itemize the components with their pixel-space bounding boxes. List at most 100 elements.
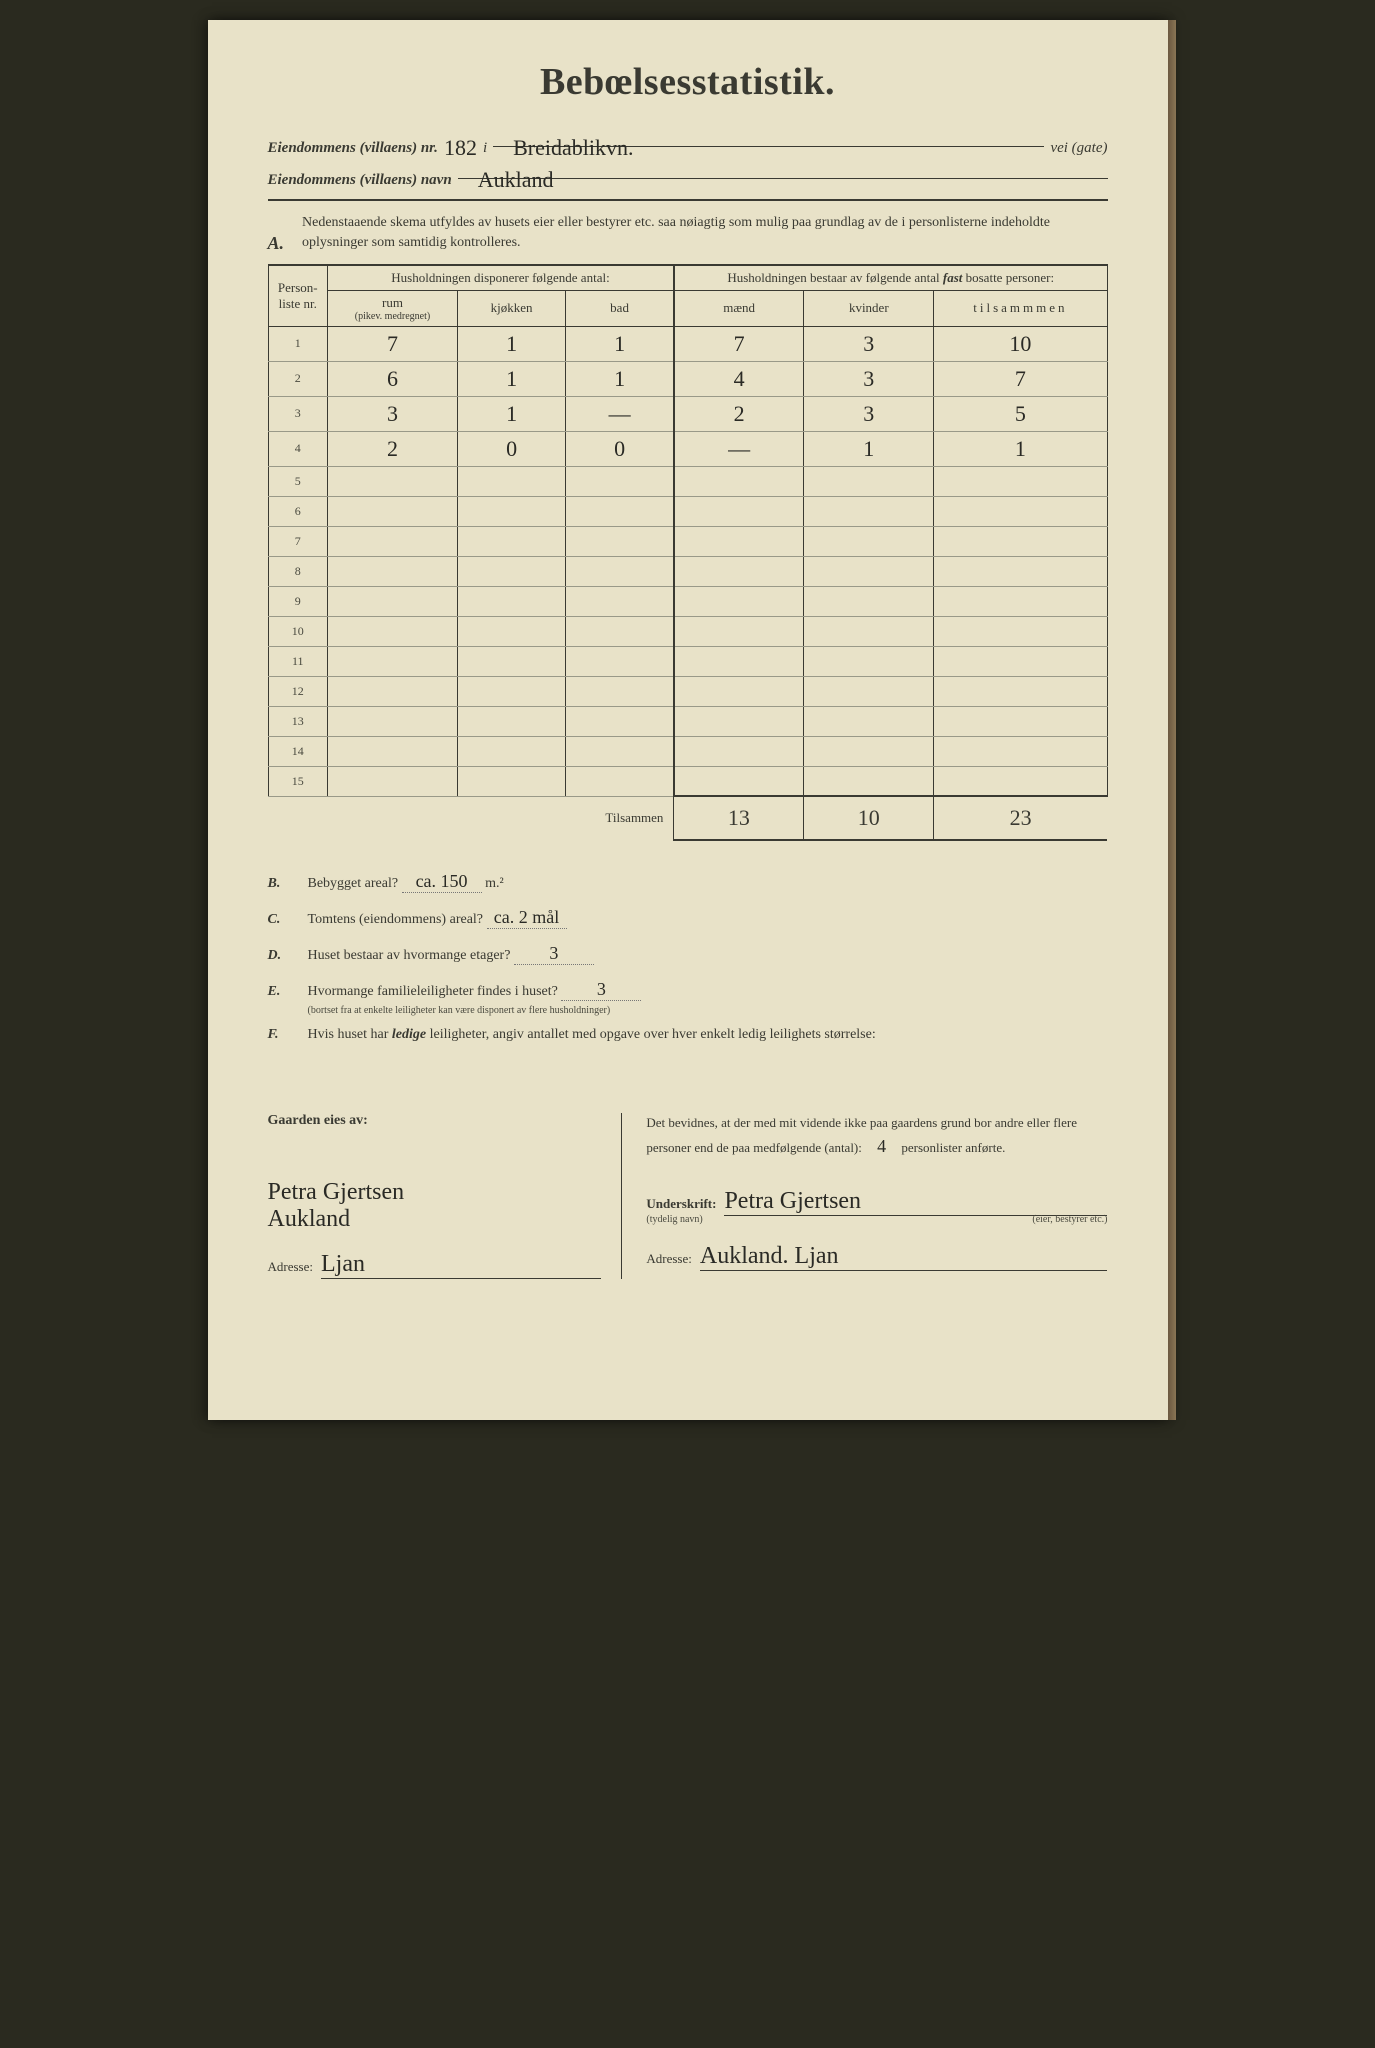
table-cell — [804, 676, 934, 706]
table-row: 331—235 — [268, 396, 1107, 431]
table-cell: — — [566, 396, 674, 431]
witness-antal: 4 — [865, 1136, 898, 1156]
table-cell — [674, 586, 804, 616]
question-d: D. Huset bestaar av hvormange etager? 3 — [268, 943, 1108, 965]
table-cell — [674, 766, 804, 796]
table-cell — [804, 466, 934, 496]
table-cell — [804, 526, 934, 556]
table-cell — [328, 556, 458, 586]
table-cell — [674, 646, 804, 676]
table-cell — [566, 556, 674, 586]
sum-kvinder: 10 — [804, 796, 934, 840]
divider-top — [268, 199, 1108, 201]
table-cell — [457, 646, 565, 676]
label-i: i — [483, 140, 487, 157]
table-cell — [328, 616, 458, 646]
table-cell — [674, 496, 804, 526]
table-cell: 6 — [328, 361, 458, 396]
table-cell — [328, 646, 458, 676]
table-cell: 0 — [566, 431, 674, 466]
document-page: Bebœlsesstatistik. Eiendommens (villaens… — [208, 20, 1168, 1420]
table-cell — [804, 646, 934, 676]
table-cell — [328, 466, 458, 496]
table-cell — [328, 676, 458, 706]
table-row: 5 — [268, 466, 1107, 496]
table-cell: 4 — [674, 361, 804, 396]
table-cell — [328, 706, 458, 736]
th-kvinder: kvinder — [804, 290, 934, 326]
table-cell: 4 — [268, 431, 328, 466]
table-cell — [804, 706, 934, 736]
table-row: 6 — [268, 496, 1107, 526]
table-cell — [804, 736, 934, 766]
right-addr-line: Adresse: Aukland. Ljan — [646, 1243, 1107, 1271]
table-cell: 2 — [328, 431, 458, 466]
table-cell — [934, 556, 1107, 586]
section-a-block: A. Nedenstaaende skema utfyldes av huset… — [268, 213, 1108, 254]
label-eiendom-nr: Eiendommens (villaens) nr. — [268, 140, 438, 157]
table-cell — [566, 496, 674, 526]
table-cell — [934, 496, 1107, 526]
th-tilsammen: tilsammmen — [934, 290, 1107, 326]
table-cell — [566, 706, 674, 736]
page-title: Bebœlsesstatistik. — [268, 60, 1108, 104]
table-row: 13 — [268, 706, 1107, 736]
question-f: F. Hvis huset har ledige leiligheter, an… — [268, 1027, 1108, 1043]
owner-sig-2: Aukland — [268, 1206, 602, 1233]
table-cell — [674, 676, 804, 706]
question-e-subnote: (bortset fra at enkelte leiligheter kan … — [308, 1005, 1108, 1017]
fill-name: Aukland — [458, 164, 1108, 179]
table-row: 4200—11 — [268, 431, 1107, 466]
label-vei-gate: vei (gate) — [1050, 140, 1107, 157]
table-cell: 2 — [674, 396, 804, 431]
table-cell — [457, 496, 565, 526]
table-cell: 12 — [268, 676, 328, 706]
th-personliste: Person-liste nr. — [268, 265, 328, 327]
table-cell — [804, 496, 934, 526]
th-rum: rum (pikev. medregnet) — [328, 290, 458, 326]
table-cell: 6 — [268, 496, 328, 526]
table-cell: 3 — [804, 326, 934, 361]
table-cell — [804, 556, 934, 586]
table-cell: 1 — [566, 326, 674, 361]
owner-addr-line: Adresse: Ljan — [268, 1251, 602, 1279]
bottom-left-col: Gaarden eies av: Petra Gjertsen Aukland … — [268, 1113, 622, 1279]
table-row: 15 — [268, 766, 1107, 796]
value-e: 3 — [561, 979, 641, 1001]
table-cell — [566, 616, 674, 646]
table-cell — [934, 646, 1107, 676]
table-cell — [934, 766, 1107, 796]
table-cell: 11 — [268, 646, 328, 676]
table-cell — [804, 766, 934, 796]
table-cell — [804, 586, 934, 616]
table-cell — [674, 526, 804, 556]
th-kjokken: kjøkken — [457, 290, 565, 326]
table-cell — [566, 646, 674, 676]
table-cell: 1 — [268, 326, 328, 361]
table-row: 17117310 — [268, 326, 1107, 361]
table-row: 7 — [268, 526, 1107, 556]
table-cell — [934, 706, 1107, 736]
question-b: B. Bebygget areal? ca. 150 m.² — [268, 871, 1108, 893]
table-cell: 10 — [268, 616, 328, 646]
header-line-1: Eiendommens (villaens) nr. 182 i Breidab… — [268, 132, 1108, 158]
table-cell — [566, 766, 674, 796]
table-cell — [457, 706, 565, 736]
value-b: ca. 150 — [402, 871, 482, 893]
owner-sig-1: Petra Gjertsen — [268, 1179, 602, 1206]
table-cell: 1 — [804, 431, 934, 466]
table-cell — [328, 526, 458, 556]
table-cell — [328, 586, 458, 616]
signature-name: Petra Gjertsen — [724, 1188, 861, 1214]
table-cell: 1 — [457, 326, 565, 361]
table-cell: 7 — [268, 526, 328, 556]
table-cell — [566, 736, 674, 766]
table-cell — [934, 616, 1107, 646]
table-cell — [934, 676, 1107, 706]
table-cell — [457, 766, 565, 796]
table-cell — [457, 466, 565, 496]
table-cell: 1 — [566, 361, 674, 396]
signature-line: Underskrift: Petra Gjertsen — [646, 1188, 1107, 1216]
table-cell — [457, 676, 565, 706]
owner-heading: Gaarden eies av: — [268, 1113, 602, 1129]
